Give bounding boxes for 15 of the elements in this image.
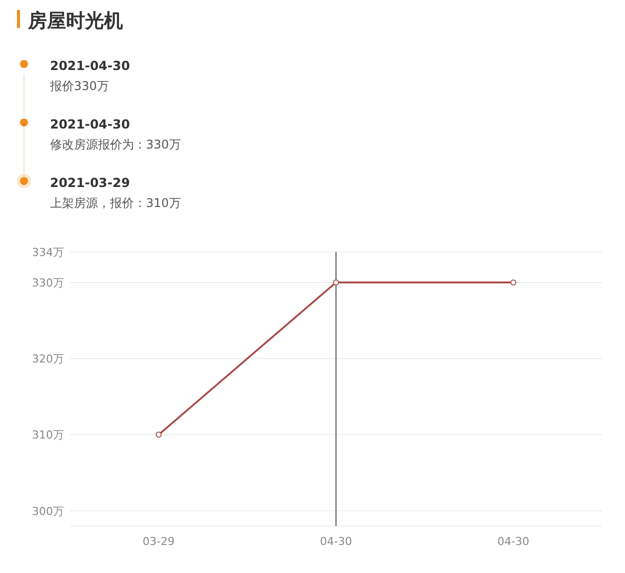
text: 修改房源报价为：330万 <box>50 138 181 152</box>
x-tick-label: 04-30 <box>320 535 352 548</box>
y-tick-label: 330万 <box>32 276 64 290</box>
x-tick-label: 03-29 <box>142 535 175 548</box>
y-tick-label: 320万 <box>32 352 64 366</box>
text: 2021-04-30 <box>50 58 130 73</box>
text: 2021-04-30 <box>50 116 130 132</box>
text: 2021-03-29 <box>50 175 130 190</box>
chart-title: 房屋时光机 <box>27 10 123 32</box>
text: 上架房源，报价：310万 <box>50 196 181 210</box>
text: 报价330万 <box>49 79 109 93</box>
y-tick-label: 310万 <box>32 428 64 442</box>
y-tick-label: 334万 <box>32 246 64 259</box>
y-tick-label: 300万 <box>32 504 64 518</box>
x-tick-label: 04-30 <box>497 535 530 548</box>
